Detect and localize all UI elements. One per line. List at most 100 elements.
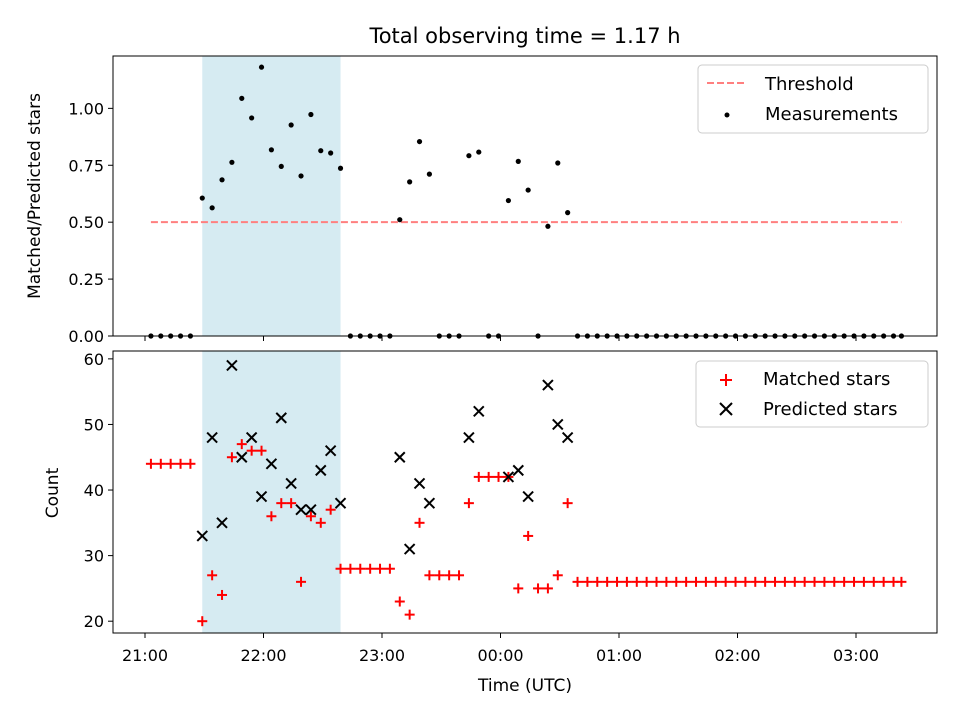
matched-star-point	[454, 570, 465, 581]
matched-star-point	[375, 563, 386, 574]
matched-star-point	[592, 576, 603, 587]
matched-star-point	[661, 576, 672, 587]
measurement-point	[209, 205, 215, 211]
measurement-point	[318, 148, 324, 154]
matched-star-point	[858, 576, 869, 587]
top-legend: Threshold Measurements	[697, 64, 929, 134]
measurement-point	[397, 217, 403, 223]
matched-star-point	[404, 609, 415, 620]
top-y-ticks: 0.00 0.25 0.50 0.75 1.00	[68, 99, 113, 346]
matched-star-point	[197, 616, 208, 627]
measurement-point	[239, 95, 245, 101]
matched-star-point	[296, 576, 307, 587]
predicted-star-point	[305, 503, 317, 516]
x-tick-label: 21:00	[122, 646, 168, 665]
predicted-star-point	[542, 379, 554, 391]
matched-star-point	[720, 576, 731, 587]
bottom-legend-box	[695, 360, 929, 428]
matched-star-point	[631, 576, 642, 587]
bottom-series	[145, 359, 907, 627]
matched-star-point	[829, 576, 840, 587]
measurement-point	[249, 115, 255, 121]
matched-star-point	[779, 576, 790, 587]
matched-star-point	[207, 570, 218, 581]
legend-measurements-swatch	[724, 112, 730, 118]
matched-star-point	[878, 576, 889, 587]
matched-star-point	[305, 511, 316, 522]
matched-star-point	[444, 570, 455, 581]
matched-star-point	[602, 576, 613, 587]
predicted-star-point	[196, 530, 208, 542]
matched-star-point	[651, 576, 662, 587]
measurement-point	[308, 111, 314, 118]
x-tick-label: 02:00	[714, 646, 760, 665]
matched-star-point	[493, 471, 504, 482]
x-tick-label: 03:00	[833, 646, 879, 665]
matched-star-point	[819, 576, 830, 587]
matched-star-point	[740, 576, 751, 587]
top-x-ticks	[144, 336, 857, 341]
measurement-point	[407, 179, 413, 185]
predicted-star-point	[561, 431, 574, 444]
predicted-star-point	[295, 503, 307, 516]
matched-star-point	[325, 504, 336, 515]
measurement-point	[258, 64, 265, 70]
measurement-point	[515, 158, 521, 164]
matched-star-point	[896, 576, 907, 587]
y-tick-label: 50	[84, 415, 104, 434]
measurement-point	[298, 173, 304, 179]
matched-star-point	[236, 439, 247, 450]
y-tick-label: 60	[84, 350, 104, 369]
bottom-legend: Matched stars Predicted stars	[695, 360, 929, 428]
matched-star-point	[523, 530, 534, 541]
predicted-star-point	[206, 431, 218, 444]
matched-star-point	[165, 458, 176, 469]
x-tick-label: 00:00	[477, 646, 523, 665]
bottom-x-axis-label: Time (UTC)	[477, 676, 572, 696]
x-tick-label: 22:00	[240, 646, 286, 665]
matched-star-point	[839, 576, 850, 587]
legend-measurements-label: Measurements	[765, 104, 898, 125]
predicted-star-point	[315, 464, 327, 477]
matched-star-point	[562, 498, 573, 509]
matched-star-point	[434, 570, 445, 581]
matched-star-point	[145, 458, 156, 469]
matched-star-point	[175, 458, 186, 469]
x-tick-label: 01:00	[596, 646, 642, 665]
predicted-star-point	[285, 477, 297, 490]
predicted-star-point	[265, 458, 278, 470]
y-tick-label: 1.00	[68, 99, 104, 118]
matched-star-point	[217, 589, 228, 600]
matched-star-point	[612, 576, 623, 587]
measurement-point	[328, 150, 334, 156]
measurement-point	[426, 171, 432, 177]
predicted-star-point	[245, 431, 258, 444]
legend-threshold-label: Threshold	[764, 74, 854, 95]
matched-star-point	[542, 583, 553, 594]
measurement-point	[229, 159, 235, 165]
predicted-star-point	[463, 431, 475, 444]
predicted-star-point	[275, 412, 287, 424]
y-tick-label: 20	[84, 612, 104, 631]
measurement-point	[199, 195, 205, 201]
matched-star-point	[730, 576, 741, 587]
top-highlight-span	[202, 56, 341, 336]
matched-star-point	[355, 563, 366, 574]
top-title: Total observing time = 1.17 h	[368, 24, 680, 48]
matched-star-point	[424, 570, 435, 581]
bottom-y-ticks: 20 30 40 50 60	[84, 350, 113, 631]
matched-star-point	[365, 563, 376, 574]
top-panel: 0.00 0.25 0.50 0.75 1.00 Total observing tim…	[25, 24, 938, 346]
matched-star-point	[572, 576, 583, 587]
y-tick-label: 0.50	[68, 213, 104, 232]
predicted-star-point	[502, 471, 515, 483]
predicted-star-point	[394, 451, 406, 463]
matched-star-point	[691, 576, 702, 587]
matched-star-point	[582, 576, 593, 587]
y-tick-label: 30	[84, 547, 104, 566]
matched-star-point	[760, 576, 771, 587]
matched-star-point	[463, 498, 474, 509]
measurement-point	[466, 153, 472, 159]
matched-star-point	[671, 576, 682, 587]
measurement-point	[416, 138, 423, 145]
